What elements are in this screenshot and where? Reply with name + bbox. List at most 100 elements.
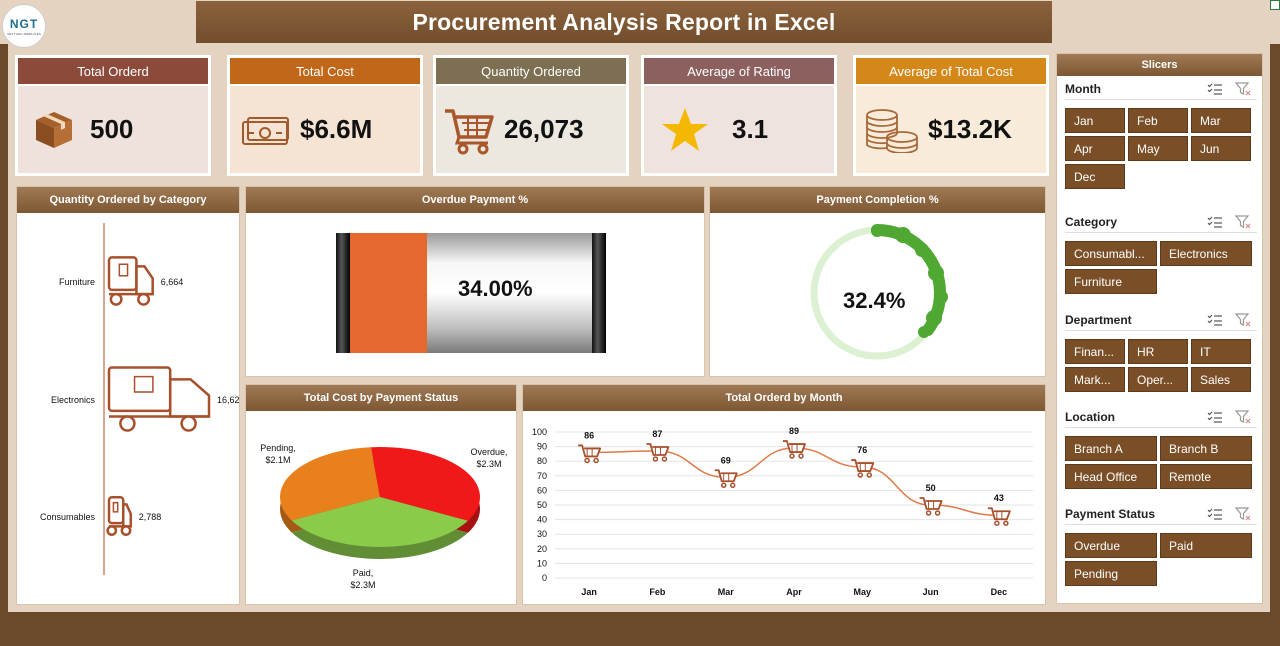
slicer-button[interactable]: IT: [1191, 339, 1251, 364]
slicer-button[interactable]: Overdue: [1065, 533, 1157, 558]
truck-wheel: [180, 415, 197, 432]
slicer-button[interactable]: Paid: [1160, 533, 1252, 558]
slicer-button[interactable]: Branch B: [1160, 436, 1252, 461]
pie-slice: [370, 447, 480, 521]
logo-subtext: NEXT GEN TEMPLATES: [7, 31, 41, 36]
star-icon: [662, 107, 708, 151]
kpi-label: Average of Total Cost: [856, 58, 1046, 84]
slicer-button[interactable]: Pending: [1065, 561, 1157, 586]
multi-select-icon[interactable]: [1207, 410, 1223, 424]
overdue-value: 34.00%: [458, 276, 533, 301]
cart-marker: [987, 507, 1011, 526]
slicer-button[interactable]: Remote: [1160, 464, 1252, 489]
kpi-label: Average of Rating: [644, 58, 834, 84]
slicer-button[interactable]: Mark...: [1065, 367, 1125, 392]
cart-wheel: [652, 456, 659, 462]
multi-select-icon[interactable]: [1207, 507, 1223, 521]
kpi-quantity-ordered: Quantity Ordered 26,073: [433, 55, 629, 176]
slicer-button[interactable]: Finan...: [1065, 339, 1125, 364]
panel-title: Total Orderd by Month: [523, 385, 1045, 411]
clear-filter-icon[interactable]: [1235, 506, 1251, 521]
truck-cab: [168, 378, 211, 418]
cart-wheel: [584, 457, 590, 464]
x-tick-label: May: [854, 587, 872, 597]
truck-cab: [135, 265, 154, 296]
panel-title: Overdue Payment %: [246, 187, 704, 213]
truck-bar: [107, 256, 154, 306]
y-tick-label: 80: [537, 456, 547, 466]
slicer-button[interactable]: Consumabl...: [1065, 241, 1157, 266]
x-tick-label: Dec: [991, 587, 1008, 597]
kpi-average-total-cost: Average of Total Cost $13.2K: [853, 55, 1049, 176]
slicer-button[interactable]: Feb: [1128, 108, 1188, 133]
clear-filter-icon[interactable]: [1235, 81, 1251, 96]
pie-slice: [291, 497, 468, 547]
clear-filter-icon[interactable]: [1235, 312, 1251, 327]
kpi-value: $13.2K: [928, 114, 1012, 144]
kpi-average-rating: Average of Rating 3.1: [641, 55, 837, 176]
cart-wheel: [994, 520, 1000, 526]
cart-wheel: [1003, 520, 1009, 526]
truck-cargo: [107, 496, 125, 525]
multi-select-icon[interactable]: [1207, 82, 1223, 96]
slicer-button[interactable]: Electronics: [1160, 241, 1252, 266]
clear-filter-icon[interactable]: [1235, 409, 1251, 424]
y-tick-label: 60: [537, 485, 547, 495]
slicer-button[interactable]: Dec: [1065, 164, 1125, 189]
y-tick-label: 30: [537, 529, 547, 539]
slicer-title: Category: [1065, 211, 1257, 233]
pie-label: $2.3M: [350, 580, 375, 590]
cart-body: [646, 443, 670, 456]
kpi-total-ordered: Total Orderd 500: [15, 55, 211, 176]
slicer-button[interactable]: Apr: [1065, 136, 1125, 161]
y-tick-label: 20: [537, 544, 547, 554]
slicer-button[interactable]: May: [1128, 136, 1188, 161]
pie-label: Paid,: [353, 568, 374, 578]
overdue-bar: [336, 233, 606, 353]
clear-filter-icon[interactable]: [1235, 214, 1251, 229]
panel-title: Total Cost by Payment Status: [246, 385, 516, 411]
multi-select-icon[interactable]: [1207, 215, 1223, 229]
slicer-button[interactable]: Sales: [1191, 367, 1251, 392]
logo-text: NGT: [9, 16, 39, 31]
page-title: Procurement Analysis Report in Excel: [196, 1, 1052, 43]
cart-marker: [714, 469, 738, 489]
slicer-payment-status: Payment Status Overdue Paid Pending: [1065, 503, 1257, 595]
kpi-value: 3.1: [732, 114, 769, 144]
slicers-title: Slicers: [1057, 54, 1262, 76]
data-label: 43: [994, 493, 1004, 503]
y-tick-label: 50: [537, 500, 547, 510]
coins-icon: [866, 108, 918, 153]
y-tick-label: 100: [532, 427, 547, 437]
kpi-label: Total Orderd: [18, 58, 208, 84]
slicer-button[interactable]: Jun: [1191, 136, 1251, 161]
panel-payment-completion: Payment Completion % 32.4%: [709, 186, 1046, 377]
panel-cost-by-status: Total Cost by Payment Status Pending, $2.…: [245, 384, 517, 605]
cart-wheel: [661, 456, 668, 462]
slicer-button[interactable]: Jan: [1065, 108, 1125, 133]
cart-wheel: [925, 510, 932, 516]
data-label: 76: [857, 445, 867, 455]
slicer-button[interactable]: Branch A: [1065, 436, 1157, 461]
slicer-button[interactable]: Oper...: [1128, 367, 1188, 392]
slicer-button[interactable]: Head Office: [1065, 464, 1157, 489]
category-value: 6,664: [161, 277, 184, 287]
truck-cab: [122, 503, 133, 528]
cash-icon: [242, 116, 289, 145]
slicer-category: Category Consumabl... Electronics Furniture: [1065, 211, 1257, 303]
slicer-button[interactable]: Furniture: [1065, 269, 1157, 294]
completion-ring: [810, 224, 948, 360]
cart-wheel: [729, 482, 736, 489]
pie-label: Overdue,: [470, 447, 507, 457]
panel-overdue-payment: Overdue Payment % 34: [245, 186, 705, 377]
slicer-button[interactable]: Mar: [1191, 108, 1251, 133]
slicer-title-text: Month: [1065, 81, 1101, 96]
logo: NGT NEXT GEN TEMPLATES: [2, 4, 46, 48]
kpi-value: 26,073: [504, 114, 584, 144]
x-tick-label: Jun: [923, 587, 939, 597]
truck-wheel: [120, 525, 132, 536]
slicer-button[interactable]: HR: [1128, 339, 1188, 364]
cart-body: [783, 440, 806, 453]
multi-select-icon[interactable]: [1207, 313, 1223, 327]
cart-wheel: [934, 510, 941, 516]
